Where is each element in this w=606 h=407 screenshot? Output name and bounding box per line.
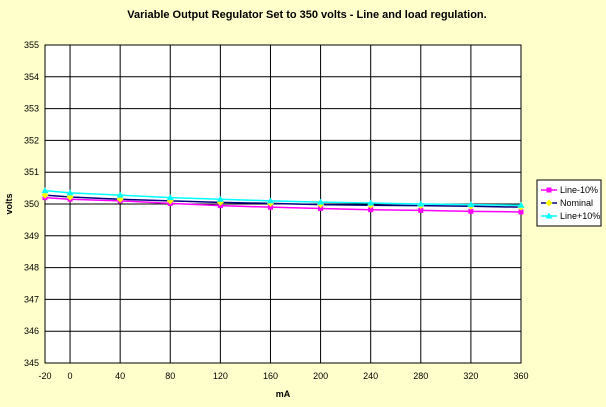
y-tick-label: 347 (24, 294, 39, 304)
data-point (216, 195, 224, 202)
data-point (417, 200, 425, 207)
data-point (368, 207, 374, 213)
legend-label: Nominal (560, 198, 593, 208)
y-tick-label: 353 (24, 104, 39, 114)
data-point (41, 187, 49, 194)
y-tick-label: 351 (24, 167, 39, 177)
data-point (468, 208, 474, 214)
legend-label: Line-10% (560, 185, 598, 195)
data-point (166, 194, 174, 201)
legend-marker (545, 199, 553, 207)
data-point (267, 204, 273, 210)
y-tick-label: 350 (24, 199, 39, 209)
x-tick-label: 200 (313, 371, 328, 381)
data-point (517, 201, 525, 208)
y-tick-label: 352 (24, 135, 39, 145)
data-point (367, 199, 375, 206)
x-tick-label: 160 (263, 371, 278, 381)
data-point (266, 197, 274, 204)
legend-label: Line+10% (560, 211, 600, 221)
y-tick-label: 355 (24, 40, 39, 50)
x-tick-label: 80 (165, 371, 175, 381)
y-tick-label: 354 (24, 72, 39, 82)
data-point (318, 205, 324, 211)
y-tick-label: 346 (24, 326, 39, 336)
y-tick-label: 349 (24, 231, 39, 241)
x-tick-label: -20 (38, 371, 51, 381)
data-point (418, 207, 424, 213)
data-point (41, 191, 49, 199)
data-point (116, 191, 124, 198)
x-tick-label: 320 (463, 371, 478, 381)
x-axis-label: mA (276, 389, 291, 399)
x-tick-label: 0 (68, 371, 73, 381)
y-tick-label: 348 (24, 263, 39, 273)
data-point (66, 189, 74, 196)
y-tick-label: 345 (24, 358, 39, 368)
legend-marker (546, 187, 552, 193)
data-point (467, 201, 475, 208)
legend: Line-10% Nominal Line+10% (536, 179, 602, 227)
x-tick-label: 120 (213, 371, 228, 381)
data-point (518, 209, 524, 215)
y-axis-label: volts (4, 193, 14, 214)
data-point (317, 198, 325, 205)
x-tick-label: 240 (363, 371, 378, 381)
x-tick-label: 40 (115, 371, 125, 381)
x-tick-label: 360 (513, 371, 528, 381)
x-tick-label: 280 (413, 371, 428, 381)
legend-marker (545, 212, 553, 219)
chart-title: Variable Output Regulator Set to 350 vol… (127, 9, 486, 21)
